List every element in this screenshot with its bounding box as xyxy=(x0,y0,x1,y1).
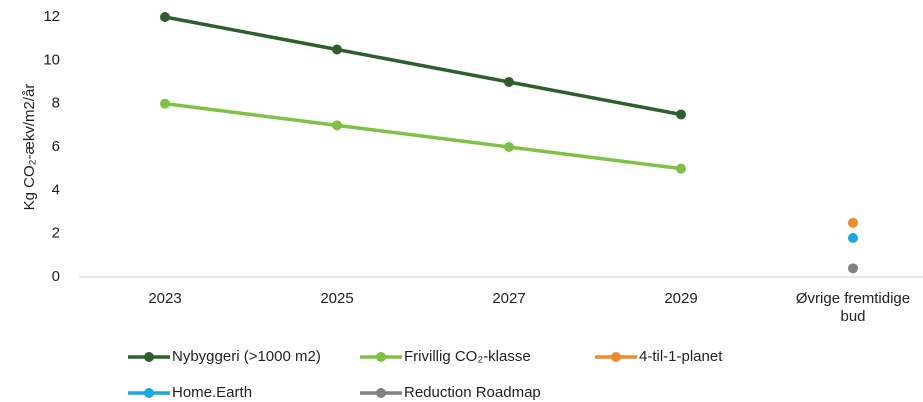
y-tick-label: 0 xyxy=(52,268,60,285)
data-point xyxy=(332,44,342,55)
data-point xyxy=(160,98,170,109)
data-point xyxy=(676,163,686,174)
x-tick-label: 2023 xyxy=(148,290,182,307)
x-tick-label: 2029 xyxy=(664,290,698,307)
x-tick-label: 2027 xyxy=(492,290,526,307)
legend-label: Reduction Roadmap xyxy=(404,384,541,401)
y-axis-label: Kg CO₂-ækv/m2/år xyxy=(21,84,38,211)
legend-marker xyxy=(611,352,621,362)
data-point xyxy=(848,263,858,274)
y-tick-label: 12 xyxy=(43,8,60,25)
data-point xyxy=(504,142,514,152)
legend-label: Frivillig CO₂-klasse xyxy=(404,348,531,365)
data-point xyxy=(848,233,858,243)
x-tick-label: Øvrige fremtidige bud xyxy=(795,290,911,325)
legend-marker xyxy=(144,352,154,362)
y-tick-label: 2 xyxy=(52,225,60,242)
legend-label: Nybyggeri (>1000 m2) xyxy=(172,348,321,365)
data-point xyxy=(504,77,514,87)
data-point xyxy=(848,217,858,228)
y-tick-label: 8 xyxy=(52,95,60,112)
data-point xyxy=(676,109,686,120)
legend-marker xyxy=(376,352,386,362)
x-tick-label: 2025 xyxy=(320,290,354,307)
series-line xyxy=(164,15,682,117)
legend-label: 4-til-1-planet xyxy=(639,348,723,365)
series-line xyxy=(164,101,682,171)
legend-marker xyxy=(144,388,154,398)
y-tick-label: 4 xyxy=(52,181,60,198)
legend-marker xyxy=(376,388,386,398)
y-tick-label: 10 xyxy=(43,51,60,68)
y-tick-label: 6 xyxy=(52,138,60,155)
data-point xyxy=(332,120,342,131)
legend-label: Home.Earth xyxy=(172,384,252,401)
data-point xyxy=(160,12,170,22)
